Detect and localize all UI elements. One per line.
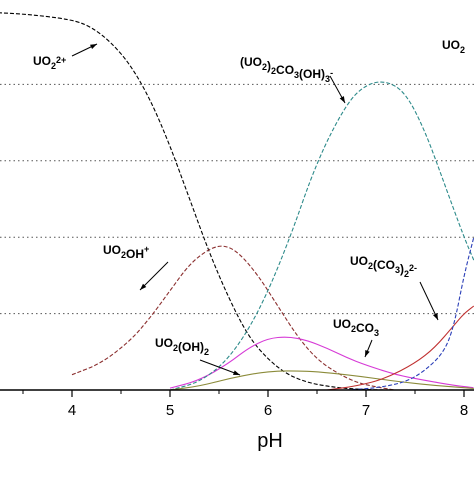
arrow-head-2 <box>233 370 240 375</box>
x-tick-label-6: 6 <box>264 402 272 419</box>
x-tick-label-7: 7 <box>362 402 370 419</box>
x-tick-label-8: 8 <box>460 402 468 419</box>
species-label-3: (UO2)2CO3(OH)3- <box>240 55 333 84</box>
x-tick-label-4: 4 <box>68 402 76 419</box>
series-line-4 <box>169 370 474 391</box>
arrow-head-0 <box>90 44 97 49</box>
annotation-layer: UO22+ UO2OH+ UO2(OH)2 (UO2)2CO3(OH)3- UO2CO3… <box>33 38 465 376</box>
species-label-5: UO2(CO3)22- <box>350 254 417 279</box>
species-label-2: UO2(OH)2 <box>155 336 209 357</box>
series-line-1 <box>71 245 396 391</box>
series-line-3 <box>169 81 474 391</box>
series-line-5 <box>326 305 474 391</box>
x-axis-label: pH <box>257 430 283 452</box>
arrow-head-1 <box>140 283 147 290</box>
annotation-arrow-5 <box>419 281 439 321</box>
annotation-arrow-1 <box>139 261 169 291</box>
species-label-1: UO2OH+ <box>103 243 149 261</box>
arrow-head-5 <box>433 313 438 320</box>
annotation-arrow-2 <box>199 359 241 376</box>
series-line-0 <box>0 12 386 391</box>
tick-layer: 4 5 6 7 8 <box>22 390 468 419</box>
x-tick-label-5: 5 <box>166 402 174 419</box>
species-label-6: UO2 <box>442 38 465 55</box>
series-line-6 <box>346 237 474 391</box>
species-label-0: UO22+ <box>33 54 66 71</box>
species-label-4: UO2CO3 <box>333 317 379 338</box>
arrow-head-4 <box>365 350 370 357</box>
series-line-2 <box>169 336 474 389</box>
grid-layer <box>0 83 474 315</box>
arrow-head-3 <box>339 96 345 103</box>
series-layer <box>0 12 474 391</box>
